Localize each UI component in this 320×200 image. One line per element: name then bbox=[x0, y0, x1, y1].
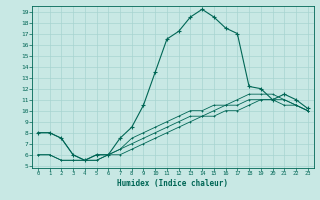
X-axis label: Humidex (Indice chaleur): Humidex (Indice chaleur) bbox=[117, 179, 228, 188]
